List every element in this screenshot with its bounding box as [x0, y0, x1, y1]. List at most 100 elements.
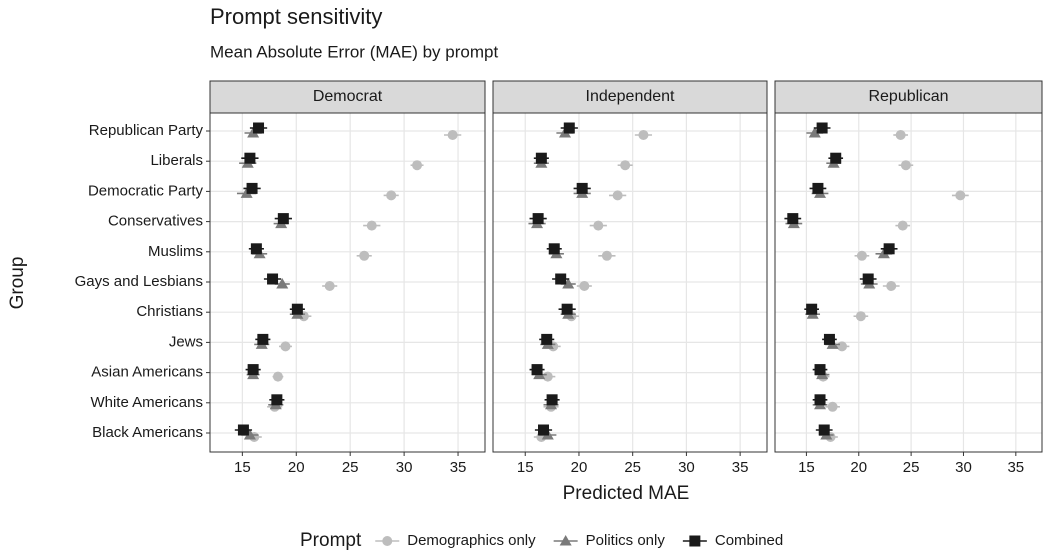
strip-label: Democrat [313, 88, 383, 105]
panel-border [774, 112, 1043, 453]
point [862, 273, 874, 285]
strip [209, 80, 486, 114]
point [447, 130, 458, 140]
point [593, 220, 604, 231]
point [562, 278, 575, 289]
strip [492, 80, 768, 114]
point [576, 182, 588, 194]
point [276, 278, 289, 289]
point [546, 394, 558, 406]
strip-label: Independent [586, 88, 676, 105]
x-tick-label: 30 [955, 459, 972, 476]
point [359, 250, 370, 261]
point [247, 364, 259, 376]
point [257, 333, 269, 345]
point [548, 243, 560, 255]
x-tick-label: 20 [288, 459, 305, 476]
x-tick-label: 20 [571, 459, 588, 476]
y-axis-label: Group [7, 257, 28, 310]
x-tick-label: 15 [234, 459, 251, 476]
point [856, 250, 867, 261]
point [827, 401, 838, 412]
point [787, 213, 799, 225]
point [612, 190, 623, 201]
chart-title: Prompt sensitivity [210, 4, 382, 29]
x-tick-label: 30 [396, 459, 413, 476]
point [324, 281, 335, 291]
point [638, 130, 649, 140]
y-tick-label: Republican Party [89, 122, 204, 139]
y-tick-label: Democratic Party [88, 182, 204, 199]
y-tick-label: Black Americans [92, 424, 203, 441]
point [277, 213, 289, 225]
point [837, 341, 848, 352]
point [895, 130, 906, 140]
point [806, 303, 818, 315]
point [897, 220, 908, 231]
point [535, 152, 547, 164]
x-axis-label: Predicted MAE [563, 483, 690, 504]
legend-title: Prompt [300, 530, 362, 551]
point [814, 364, 826, 376]
point [366, 220, 377, 231]
x-tick-label: 15 [798, 459, 815, 476]
y-tick-label: Liberals [150, 152, 203, 169]
point [563, 122, 575, 134]
panel-border [492, 112, 768, 453]
point [267, 273, 279, 285]
y-tick-label: Muslims [148, 243, 203, 260]
point [579, 281, 590, 291]
point [830, 152, 842, 164]
point [808, 127, 821, 138]
x-tick-label: 20 [850, 459, 867, 476]
legend-label: Combined [715, 532, 783, 549]
x-tick-label: 25 [903, 459, 920, 476]
legend-marker [559, 535, 572, 546]
point [886, 281, 897, 291]
legend-label: Politics only [586, 532, 666, 549]
x-tick-label: 25 [342, 459, 359, 476]
x-tick-label: 35 [1007, 459, 1024, 476]
point [412, 160, 423, 171]
legend-marker [689, 535, 701, 547]
point [280, 341, 291, 352]
y-tick-label: White Americans [90, 394, 203, 411]
y-tick-label: Jews [169, 333, 203, 350]
point [855, 311, 866, 322]
y-tick-label: Gays and Lesbians [75, 273, 203, 290]
point [601, 250, 612, 261]
chart-subtitle: Mean Absolute Error (MAE) by prompt [210, 42, 498, 61]
point [814, 394, 826, 406]
point [538, 424, 550, 436]
strip-label: Republican [868, 88, 948, 105]
point [542, 371, 553, 382]
point [561, 303, 573, 315]
x-tick-label: 35 [732, 459, 749, 476]
point [955, 190, 966, 201]
point [237, 424, 249, 436]
point [816, 122, 828, 134]
point [883, 243, 895, 255]
x-tick-label: 25 [624, 459, 641, 476]
point [900, 160, 911, 171]
point [386, 190, 397, 201]
point [271, 394, 283, 406]
y-tick-label: Asian Americans [91, 364, 203, 381]
point [812, 182, 824, 194]
x-tick-label: 30 [678, 459, 695, 476]
legend-marker [382, 536, 393, 546]
point [246, 182, 258, 194]
point [531, 364, 543, 376]
y-tick-label: Conservatives [108, 213, 203, 230]
point [620, 160, 631, 171]
x-tick-label: 15 [517, 459, 534, 476]
point [272, 371, 283, 382]
x-tick-label: 35 [450, 459, 467, 476]
legend-label: Demographics only [407, 532, 536, 549]
point [253, 122, 265, 134]
point [244, 152, 256, 164]
point [250, 243, 262, 255]
point [818, 424, 830, 436]
point [532, 213, 544, 225]
